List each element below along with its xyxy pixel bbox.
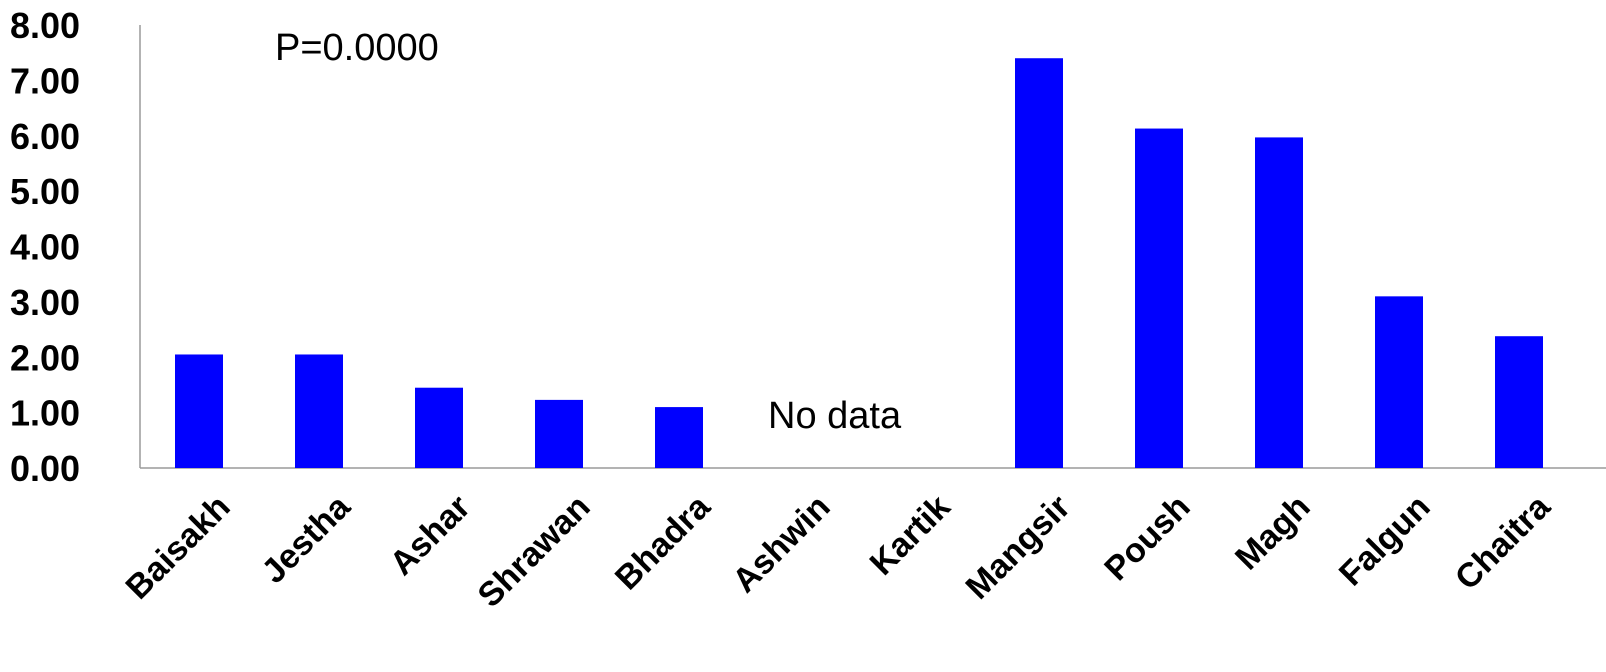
x-tick-label-ashar: Ashar: [383, 488, 478, 583]
x-tick-label-chaitra: Chaitra: [1448, 487, 1558, 597]
bar-chaitra: [1495, 336, 1543, 468]
bar-ashar: [415, 387, 463, 468]
p-value-annotation: P=0.0000: [275, 27, 439, 69]
bar-bhadra: [655, 407, 703, 468]
bars: [175, 58, 1543, 468]
y-tick-label: 3.00: [10, 282, 80, 323]
bar-magh: [1255, 137, 1303, 468]
x-tick-label-poush: Poush: [1097, 488, 1197, 588]
x-tick-label-magh: Magh: [1228, 488, 1318, 578]
x-tick-label-bhadra: Bhadra: [608, 487, 718, 597]
x-tick-label-jestha: Jestha: [255, 487, 359, 591]
bar-baisakh: [175, 354, 223, 468]
x-tick-label-ashwin: Ashwin: [725, 488, 837, 600]
bar-poush: [1135, 128, 1183, 468]
y-tick-label: 8.00: [10, 5, 80, 46]
y-tick-label: 6.00: [10, 116, 80, 157]
y-tick-label: 4.00: [10, 227, 80, 268]
y-tick-label: 7.00: [10, 60, 80, 101]
x-tick-label-kartik: Kartik: [863, 488, 958, 583]
bar-falgun: [1375, 296, 1423, 468]
y-tick-label: 0.00: [10, 448, 80, 489]
x-tick-label-shrawan: Shrawan: [471, 488, 598, 615]
x-tick-label-mangsir: Mangsir: [959, 488, 1078, 607]
y-tick-label: 2.00: [10, 337, 80, 378]
bar-shrawan: [535, 399, 583, 468]
x-tick-label-falgun: Falgun: [1332, 488, 1438, 594]
y-tick-label: 1.00: [10, 393, 80, 434]
bar-mangsir: [1015, 58, 1063, 468]
bar-jestha: [295, 354, 343, 468]
y-tick-label: 5.00: [10, 171, 80, 212]
y-axis-ticks: 0.00 1.00 2.00 3.00 4.00 5.00 6.00 7.00 8.00: [10, 5, 80, 489]
no-data-annotation: No data: [768, 395, 902, 437]
x-tick-label-baisakh: Baisakh: [119, 488, 238, 607]
